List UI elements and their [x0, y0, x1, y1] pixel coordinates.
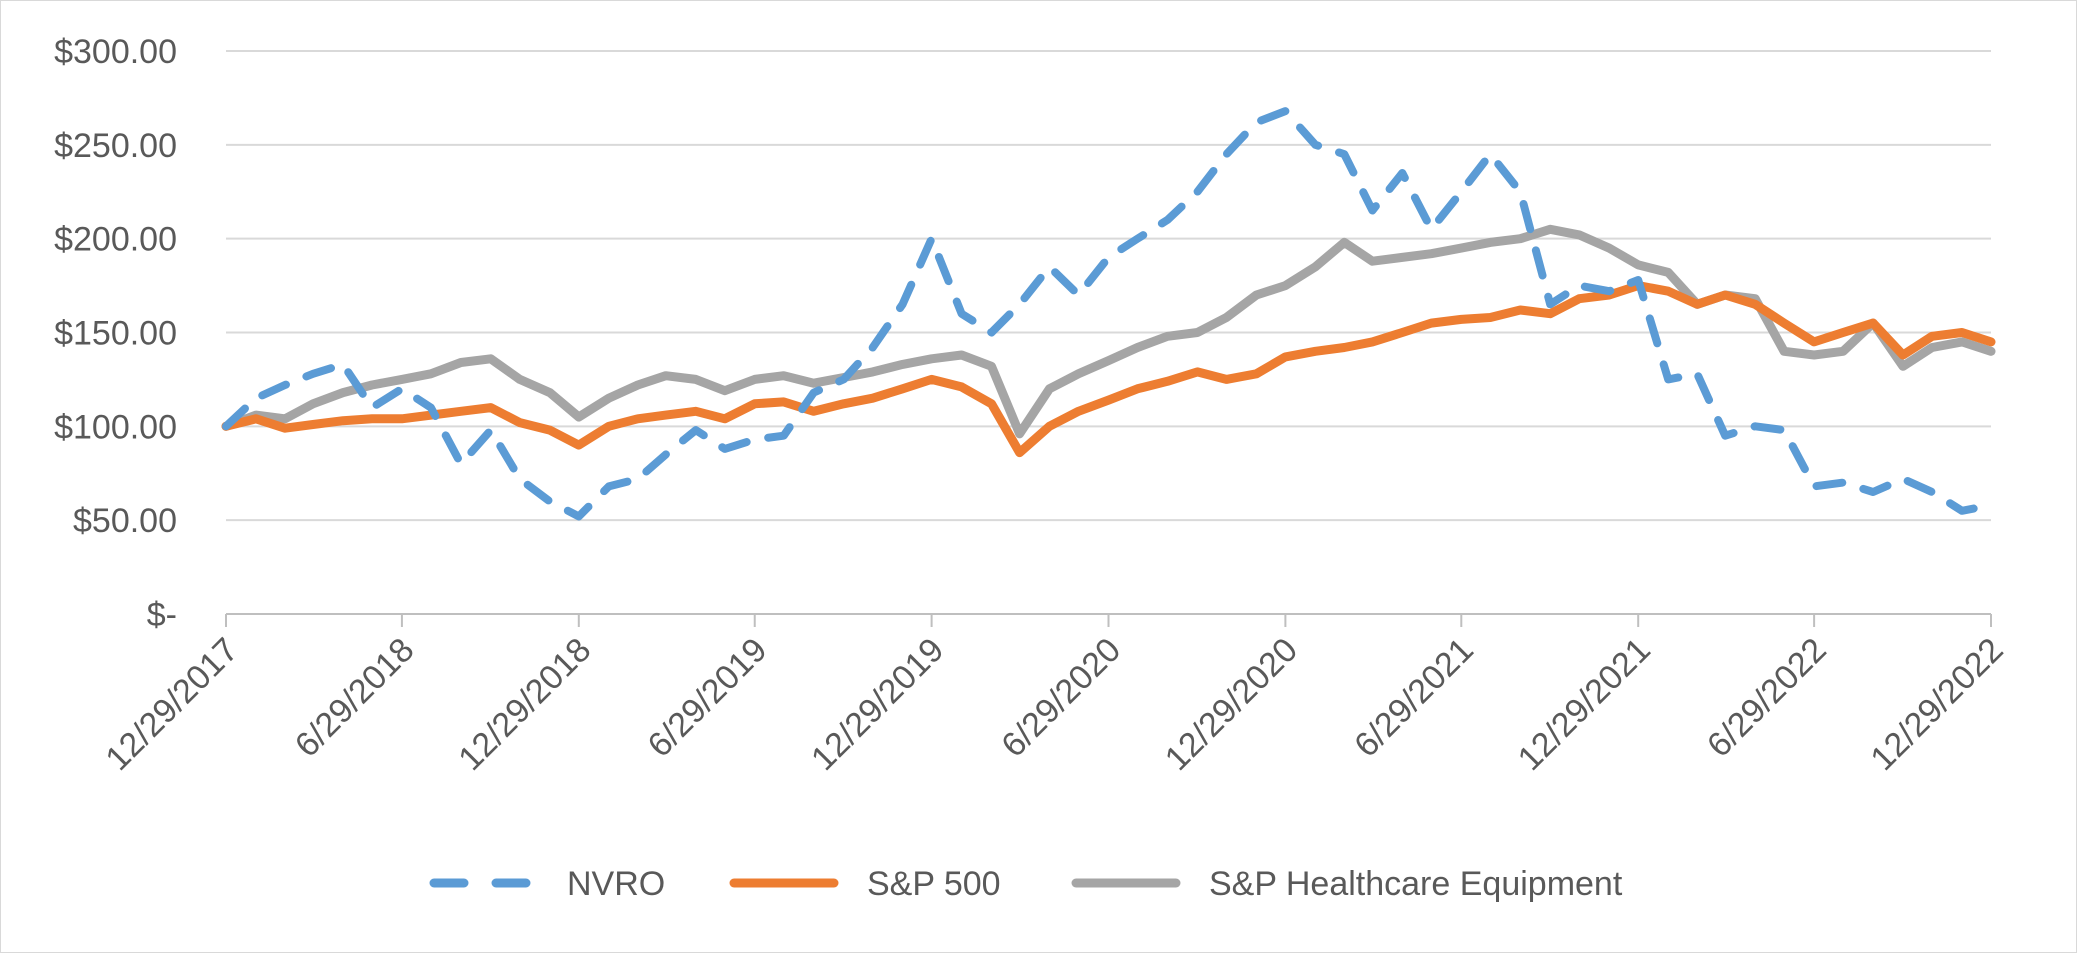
gridlines — [226, 50, 1991, 522]
series-lines — [221, 107, 1996, 521]
x-tick-label: 6/29/2018 — [288, 631, 422, 765]
y-tick-label: $200.00 — [54, 221, 177, 259]
legend: NVRO S&P 500 S&P Healthcare Equipment — [429, 865, 1623, 903]
x-tick-label: 6/29/2020 — [994, 631, 1128, 765]
x-tick-label: 12/29/2022 — [1863, 631, 2010, 778]
x-tick-label: 6/29/2021 — [1347, 631, 1481, 765]
y-tick-label: $50.00 — [73, 502, 177, 540]
x-tick-label: 6/29/2022 — [1700, 631, 1834, 765]
y-tick-label: $300.00 — [54, 33, 177, 71]
x-tick-label: 12/29/2017 — [98, 631, 245, 778]
legend-label: NVRO — [567, 865, 665, 903]
x-axis: 12/29/2017 6/29/2018 12/29/2018 6/29/2019 12… — [98, 613, 2011, 778]
legend-label: S&P Healthcare Equipment — [1209, 865, 1623, 903]
y-tick-label: $100.00 — [54, 408, 177, 446]
x-tick-label: 12/29/2018 — [451, 631, 598, 778]
y-tick-label: $250.00 — [54, 127, 177, 165]
y-tick-label: $- — [147, 596, 177, 634]
x-tick-label: 12/29/2021 — [1511, 631, 1658, 778]
series-line-s-p-500 — [221, 281, 1996, 458]
y-axis: $- $50.00 $100.00 $150.00 $200.00 $250.00 $300… — [54, 33, 177, 634]
x-tick-label: 12/29/2020 — [1158, 631, 1305, 778]
x-tick-label: 6/29/2019 — [641, 631, 775, 765]
legend-label: S&P 500 — [867, 865, 1001, 903]
x-tick-label: 12/29/2019 — [804, 631, 951, 778]
y-tick-label: $150.00 — [54, 315, 177, 353]
series-line-nvro — [222, 107, 1995, 521]
